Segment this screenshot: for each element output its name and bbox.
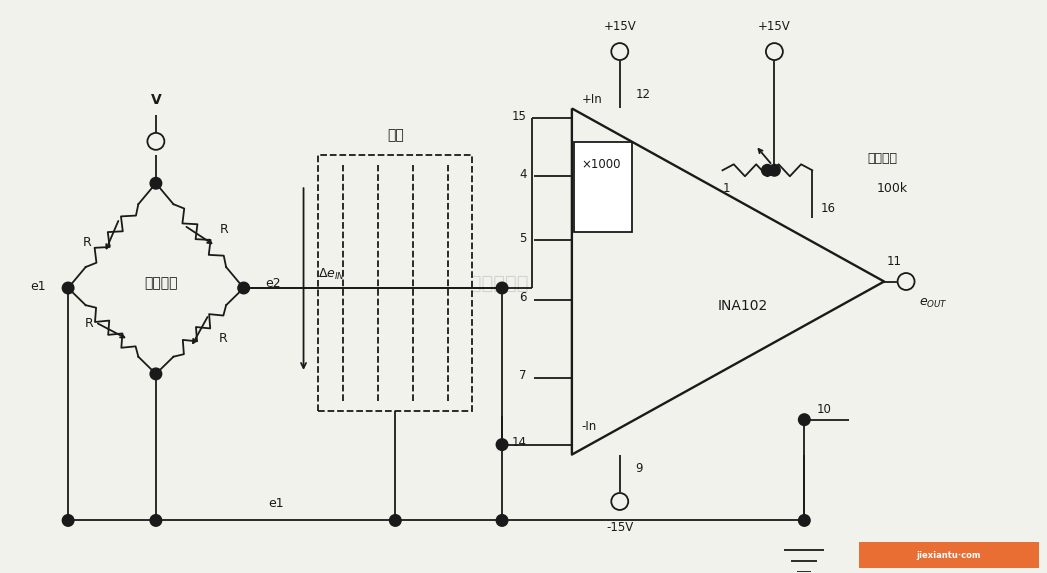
Text: INA102: INA102 (718, 300, 768, 313)
Text: 7: 7 (519, 369, 527, 382)
Text: e2: e2 (266, 277, 282, 289)
Bar (860, 543, 1039, 568)
Circle shape (496, 282, 508, 294)
Text: 杭州将睿科技有限公司: 杭州将睿科技有限公司 (411, 273, 529, 292)
Text: e1: e1 (268, 497, 284, 510)
Circle shape (150, 368, 161, 380)
Text: e1: e1 (30, 280, 46, 292)
Text: +15V: +15V (603, 20, 637, 33)
Circle shape (63, 515, 74, 526)
Text: 10: 10 (817, 403, 831, 416)
Text: 16: 16 (820, 202, 836, 215)
Text: ×1000: ×1000 (582, 158, 621, 171)
Circle shape (148, 133, 164, 150)
Bar (318, 155, 472, 411)
Text: R: R (85, 317, 93, 330)
Text: +In: +In (582, 93, 603, 106)
Text: 100k: 100k (877, 182, 908, 195)
Circle shape (150, 515, 161, 526)
Circle shape (768, 164, 780, 176)
Text: R: R (219, 332, 227, 344)
Text: 1: 1 (722, 182, 730, 195)
Text: $e_{OUT}$: $e_{OUT}$ (919, 297, 948, 310)
Circle shape (799, 515, 810, 526)
Text: $\Delta e_{IN}$: $\Delta e_{IN}$ (318, 266, 346, 281)
Text: jiexiantu·com: jiexiantu·com (917, 551, 981, 560)
Circle shape (799, 414, 810, 426)
Circle shape (389, 515, 401, 526)
Circle shape (897, 273, 914, 290)
Bar (574, 142, 631, 232)
Text: +15V: +15V (758, 20, 790, 33)
Circle shape (150, 178, 161, 189)
Circle shape (766, 43, 783, 60)
Text: -15V: -15V (606, 521, 633, 534)
Circle shape (238, 282, 249, 294)
Text: R: R (83, 236, 92, 249)
Text: 4: 4 (519, 168, 527, 180)
Circle shape (63, 282, 74, 294)
Text: 6: 6 (519, 292, 527, 304)
Text: 12: 12 (636, 88, 651, 101)
Text: 失调调节: 失调调节 (867, 152, 897, 165)
Circle shape (611, 493, 628, 510)
Text: 9: 9 (636, 462, 643, 475)
Circle shape (496, 515, 508, 526)
Circle shape (611, 43, 628, 60)
Text: 电阻电桥: 电阻电桥 (144, 276, 178, 290)
Circle shape (496, 439, 508, 450)
Text: -In: -In (582, 420, 597, 433)
Text: 14: 14 (512, 436, 527, 449)
Text: 屏蔽: 屏蔽 (387, 128, 404, 142)
Text: V: V (151, 93, 161, 108)
Text: 11: 11 (887, 255, 901, 268)
Text: R: R (220, 223, 229, 236)
Text: 5: 5 (519, 231, 527, 245)
Circle shape (761, 164, 773, 176)
Text: 15: 15 (512, 110, 527, 123)
